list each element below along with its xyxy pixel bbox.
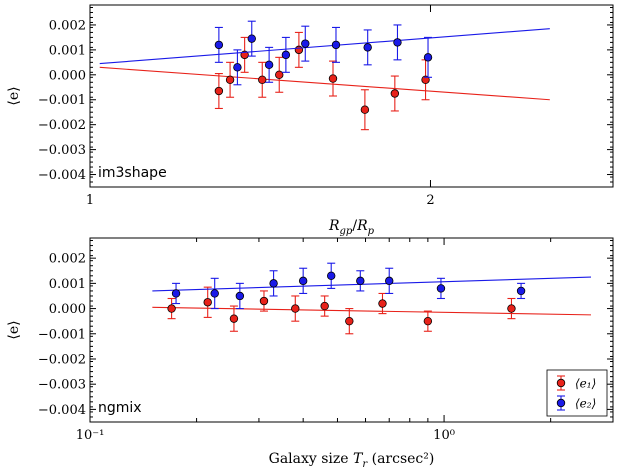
data-point: [294, 45, 304, 55]
x-axis-label: Rgp/Rp: [328, 218, 375, 237]
legend-label: ⟨e₁⟩: [575, 377, 596, 391]
legend-marker: [556, 378, 566, 388]
data-point: [360, 105, 370, 114]
panel-ngmix: 0.002 0.001 0.000 −0.001 −0.002 −0.003 −0.004 1…: [6, 237, 614, 470]
data-point: [345, 316, 354, 326]
data-point: [507, 304, 516, 313]
data-point: [275, 70, 284, 80]
data-point: [390, 89, 400, 98]
data-point: [328, 74, 338, 83]
panel-label: ngmix: [98, 400, 142, 416]
data-point: [516, 286, 526, 296]
x-tick-label: 10⁻¹: [76, 428, 105, 443]
y-tick-label: −0.004: [38, 168, 86, 183]
y-tick-label: −0.003: [38, 143, 86, 158]
x-tick-label: 10⁰: [433, 428, 455, 443]
y-axis-label: ⟨e⟩: [6, 320, 22, 339]
data-point: [210, 289, 219, 298]
y-tick-label: −0.002: [38, 118, 86, 133]
data-point: [423, 53, 433, 62]
y-tick-label: −0.004: [38, 403, 86, 418]
data-point: [423, 316, 433, 326]
data-point: [229, 314, 239, 323]
legend-box: [546, 369, 608, 417]
fit-line-0: [99, 66, 550, 101]
data-point: [378, 299, 387, 308]
data-point: [233, 63, 242, 72]
y-tick-label: −0.003: [38, 378, 86, 393]
data-point: [320, 301, 329, 311]
data-layer: [152, 262, 592, 335]
legend-marker: [556, 398, 566, 408]
data-point: [258, 75, 267, 84]
x-axis-label: Galaxy size Tr (arcsec²): [269, 451, 435, 470]
data-point: [291, 304, 300, 313]
y-axis-label: ⟨e⟩: [6, 86, 22, 105]
y-tick-label: 0.001: [49, 43, 86, 58]
fit-line-1: [99, 28, 550, 65]
data-point: [363, 43, 372, 52]
x-tick-label: 2: [426, 193, 434, 208]
data-point: [298, 276, 308, 286]
legend-label: ⟨e₂⟩: [575, 397, 596, 411]
data-point: [214, 40, 224, 50]
data-point: [259, 296, 269, 306]
y-tick-label: 0.002: [49, 252, 86, 267]
data-point: [356, 276, 365, 286]
data-point: [171, 289, 181, 298]
y-tick-label: −0.002: [38, 352, 86, 367]
data-point: [225, 75, 235, 84]
panel-im3shape: 0.002 0.001 0.000 −0.001 −0.002 −0.003 −0.0041…: [6, 4, 614, 237]
plot-frame: [89, 237, 614, 423]
data-point: [385, 276, 394, 286]
data-layer: [99, 20, 550, 131]
y-tick-label: 0.000: [49, 68, 86, 83]
data-point: [269, 279, 278, 288]
data-point: [264, 60, 274, 70]
data-point: [281, 50, 291, 60]
data-point: [247, 34, 256, 43]
data-point: [421, 75, 430, 84]
data-point: [203, 298, 212, 307]
data-point: [235, 291, 245, 301]
y-tick-label: −0.001: [38, 327, 86, 342]
data-point: [327, 271, 336, 281]
plot-frame: [89, 4, 614, 188]
y-tick-label: −0.001: [38, 93, 86, 108]
panel-label: im3shape: [98, 165, 167, 181]
y-tick-label: 0.001: [49, 277, 86, 292]
fit-line-1: [152, 276, 592, 292]
data-point: [393, 38, 402, 47]
data-point: [214, 86, 224, 96]
y-tick-label: 0.002: [49, 18, 86, 33]
data-point: [436, 284, 446, 293]
y-tick-label: 0.000: [49, 302, 86, 317]
data-point: [301, 39, 310, 48]
fit-line-0: [152, 306, 592, 316]
x-tick-label: 1: [86, 193, 94, 208]
data-point: [331, 40, 341, 50]
data-point: [167, 304, 176, 313]
